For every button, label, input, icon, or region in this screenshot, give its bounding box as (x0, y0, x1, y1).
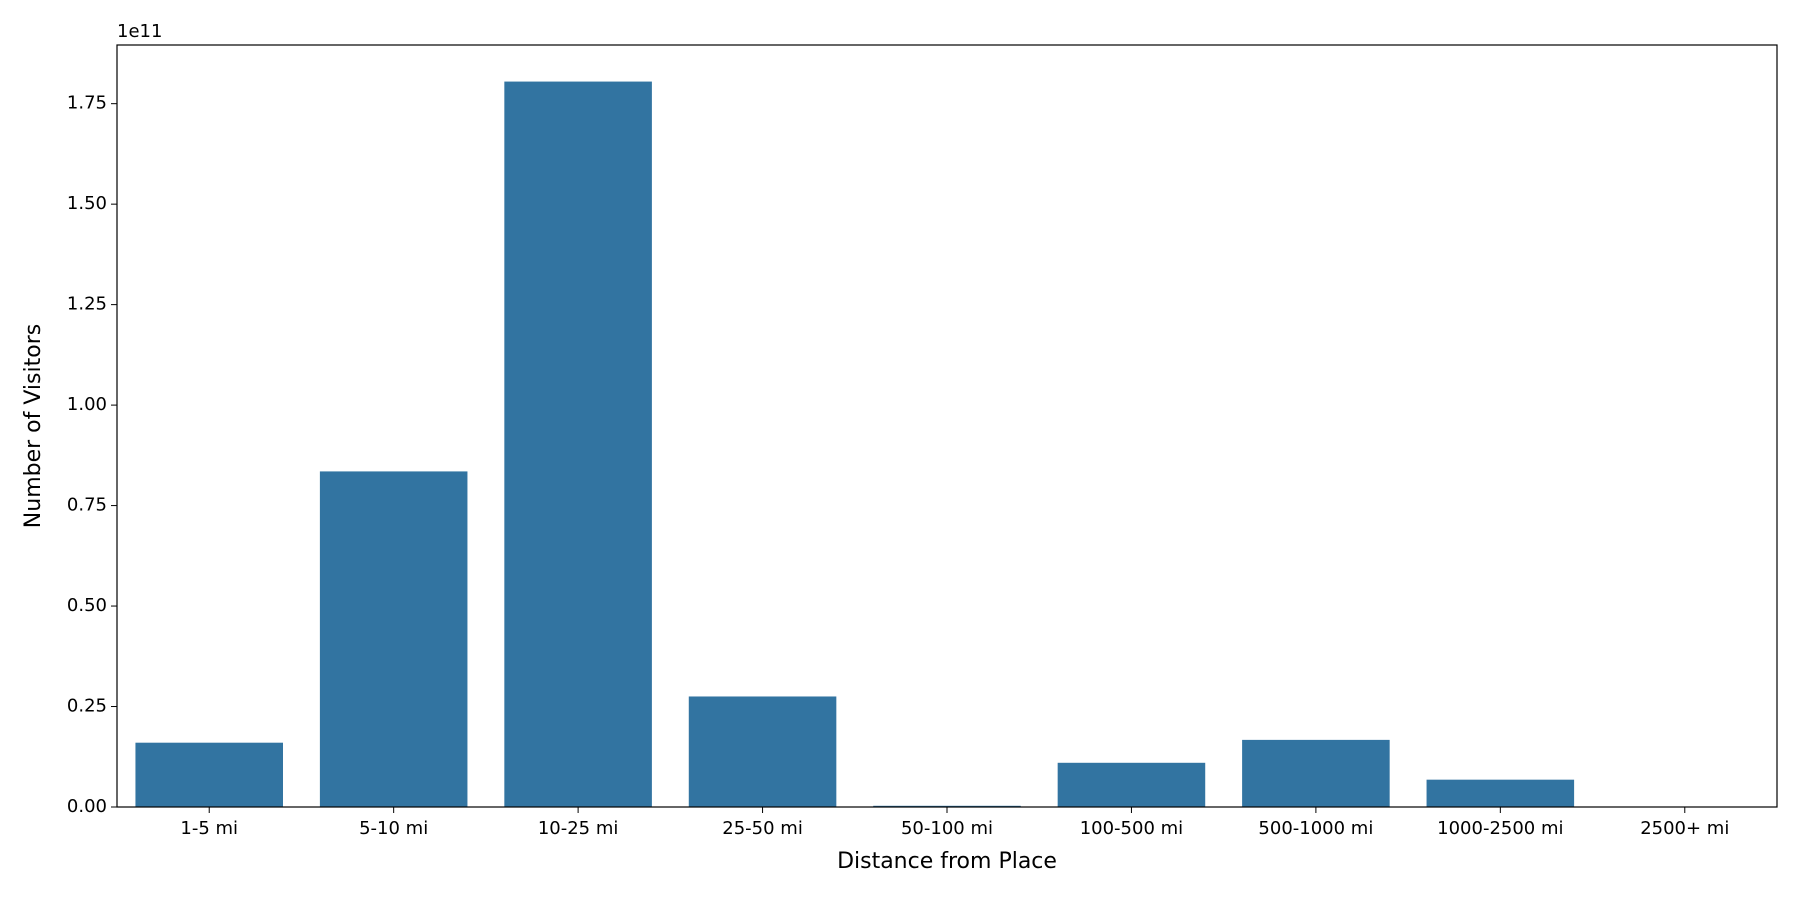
bar (135, 742, 283, 807)
x-tick-label: 100-500 mi (1080, 818, 1183, 839)
bar (688, 696, 837, 807)
bar (504, 81, 652, 808)
bar (1057, 762, 1206, 807)
x-tick-label: 500-1000 mi (1258, 818, 1373, 839)
plot-frame (116, 44, 1778, 808)
bar (873, 805, 1021, 807)
x-tick-label: 5-10 mi (359, 818, 428, 839)
y-tick-label: 0.25 (67, 696, 107, 717)
x-tick-label: 1000-2500 mi (1437, 818, 1563, 839)
x-axis-title: Distance from Place (837, 849, 1057, 874)
y-tick-label: 1.00 (67, 394, 107, 415)
x-tick-label: 50-100 mi (901, 818, 993, 839)
bar (319, 471, 468, 807)
y-tick-label: 1.50 (67, 193, 107, 214)
x-tick-label: 10-25 mi (538, 818, 619, 839)
bar (1242, 739, 1390, 807)
y-axis-title: Number of Visitors (21, 324, 46, 528)
x-tick-label: 25-50 mi (722, 818, 803, 839)
y-tick-label: 0.50 (67, 595, 107, 616)
x-tick-label: 1-5 mi (180, 818, 238, 839)
x-tick-label: 2500+ mi (1640, 818, 1729, 839)
y-tick-label: 0.75 (67, 495, 107, 516)
y-tick-label: 1.25 (67, 294, 107, 315)
y-offset-label: 1e11 (117, 21, 162, 42)
y-tick-label: 1.75 (67, 93, 107, 114)
y-tick-label: 0.00 (67, 796, 107, 817)
bar (1426, 779, 1575, 807)
